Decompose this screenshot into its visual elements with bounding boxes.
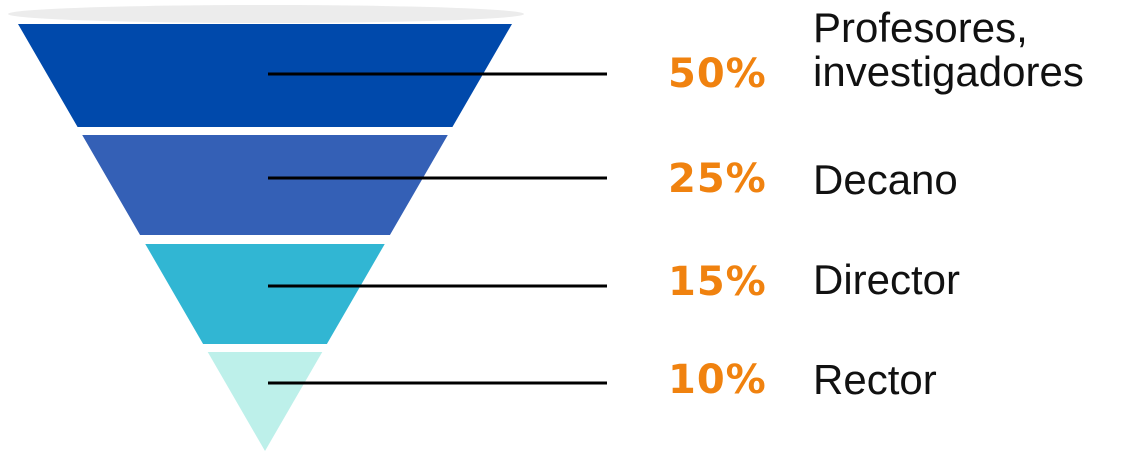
stage-label-decano: Decano bbox=[813, 156, 958, 203]
funnel-band-director bbox=[145, 244, 385, 344]
funnel-band-profesores bbox=[18, 24, 512, 127]
stage-percent-director: 15% bbox=[668, 259, 767, 305]
funnel-band-decano bbox=[82, 135, 448, 235]
stage-percent-decano: 25% bbox=[668, 156, 767, 202]
stage-percent-rector: 10% bbox=[668, 357, 767, 403]
funnel-band-rector bbox=[207, 352, 323, 451]
stage-percent-profesores: 50% bbox=[668, 51, 767, 97]
stage-label-profesores: Profesores, investigadores bbox=[813, 4, 1084, 95]
funnel-top-shadow bbox=[8, 5, 524, 23]
stage-label-director: Director bbox=[813, 256, 961, 303]
stage-label-rector: Rector bbox=[813, 356, 937, 403]
